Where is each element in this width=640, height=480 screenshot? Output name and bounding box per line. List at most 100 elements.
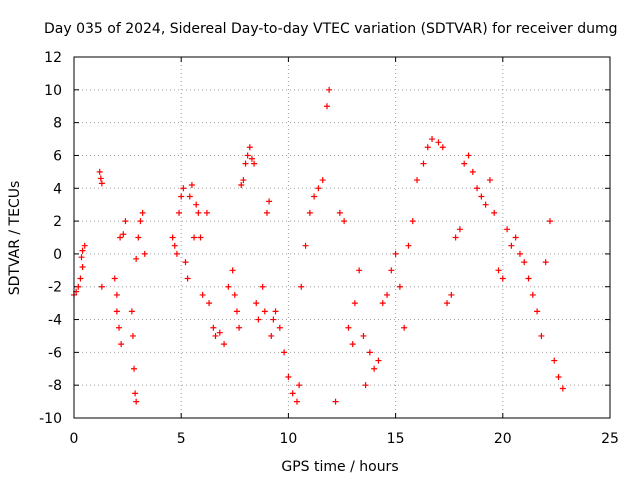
data-point [188, 181, 195, 188]
data-point [285, 373, 292, 380]
x-tick-label: 5 [177, 431, 186, 447]
data-point [529, 291, 536, 298]
data-point [96, 168, 103, 175]
data-point [212, 332, 219, 339]
data-point [555, 373, 562, 380]
data-point [240, 177, 247, 184]
data-point [236, 324, 243, 331]
y-axis-label: SDTVAR / TECUs [7, 181, 23, 296]
data-point [199, 291, 206, 298]
data-point [345, 324, 352, 331]
data-point [298, 283, 305, 290]
data-point [461, 160, 468, 167]
data-point [184, 275, 191, 282]
data-point [79, 247, 86, 254]
data-point [98, 283, 105, 290]
data-point [379, 300, 386, 307]
data-point [255, 316, 262, 323]
data-point [117, 234, 124, 241]
data-point [499, 275, 506, 282]
data-point [341, 218, 348, 225]
data-point [435, 139, 442, 146]
data-point [491, 209, 498, 216]
data-point [238, 181, 245, 188]
data-point [113, 308, 120, 315]
data-point [169, 234, 176, 241]
y-tick-label: 0 [53, 247, 62, 263]
data-point [478, 193, 485, 200]
y-tick-label: 4 [53, 181, 62, 197]
data-point [133, 398, 140, 405]
data-point [173, 250, 180, 257]
data-point [98, 180, 105, 187]
data-point [439, 144, 446, 151]
data-point [233, 308, 240, 315]
data-point [401, 324, 408, 331]
data-point [242, 160, 249, 167]
data-point [79, 264, 86, 271]
data-point [482, 201, 489, 208]
y-tick-label: 6 [53, 148, 62, 164]
data-point [141, 250, 148, 257]
data-point [538, 332, 545, 339]
data-point [474, 185, 481, 192]
data-point [375, 357, 382, 364]
data-point [261, 308, 268, 315]
data-point [129, 332, 136, 339]
data-point [414, 177, 421, 184]
data-point [120, 231, 127, 238]
data-point [409, 218, 416, 225]
data-point [259, 283, 266, 290]
data-point [559, 385, 566, 392]
data-point [444, 300, 451, 307]
data-point [75, 283, 82, 290]
axis-ticks [73, 56, 611, 419]
data-point [326, 86, 333, 93]
y-tick-label: -10 [39, 411, 62, 427]
data-point [504, 226, 511, 233]
data-point [246, 144, 253, 151]
data-point [315, 185, 322, 192]
data-point [465, 152, 472, 159]
data-point [268, 332, 275, 339]
data-point [244, 152, 251, 159]
data-point [534, 308, 541, 315]
data-point [512, 234, 519, 241]
data-point [456, 226, 463, 233]
data-point [351, 300, 358, 307]
data-point [469, 168, 476, 175]
data-point [296, 382, 303, 389]
data-point [253, 300, 260, 307]
data-point [139, 209, 146, 216]
data-point [388, 267, 395, 274]
data-point [197, 234, 204, 241]
data-point [281, 349, 288, 356]
data-point [135, 234, 142, 241]
y-tick-label: 2 [53, 214, 62, 230]
data-point [193, 201, 200, 208]
data-point [266, 198, 273, 205]
data-point [131, 365, 138, 372]
y-tick-label: -2 [48, 280, 62, 296]
y-tick-labels: -10 -8 -6 -4 -2 0 2 4 6 8 10 12 [39, 50, 62, 427]
data-point [360, 332, 367, 339]
data-point [362, 382, 369, 389]
data-point [448, 291, 455, 298]
data-point [276, 324, 283, 331]
data-point [319, 177, 326, 184]
data-point [251, 160, 258, 167]
data-point [371, 365, 378, 372]
data-point [332, 398, 339, 405]
data-point [111, 275, 118, 282]
data-point [323, 103, 330, 110]
plot-frame [73, 56, 611, 419]
data-point [429, 136, 436, 143]
data-point [551, 357, 558, 364]
data-point [231, 291, 238, 298]
data-point [420, 160, 427, 167]
data-point [137, 218, 144, 225]
data-point [186, 193, 193, 200]
x-tick-label: 20 [494, 431, 512, 447]
data-point [229, 267, 236, 274]
